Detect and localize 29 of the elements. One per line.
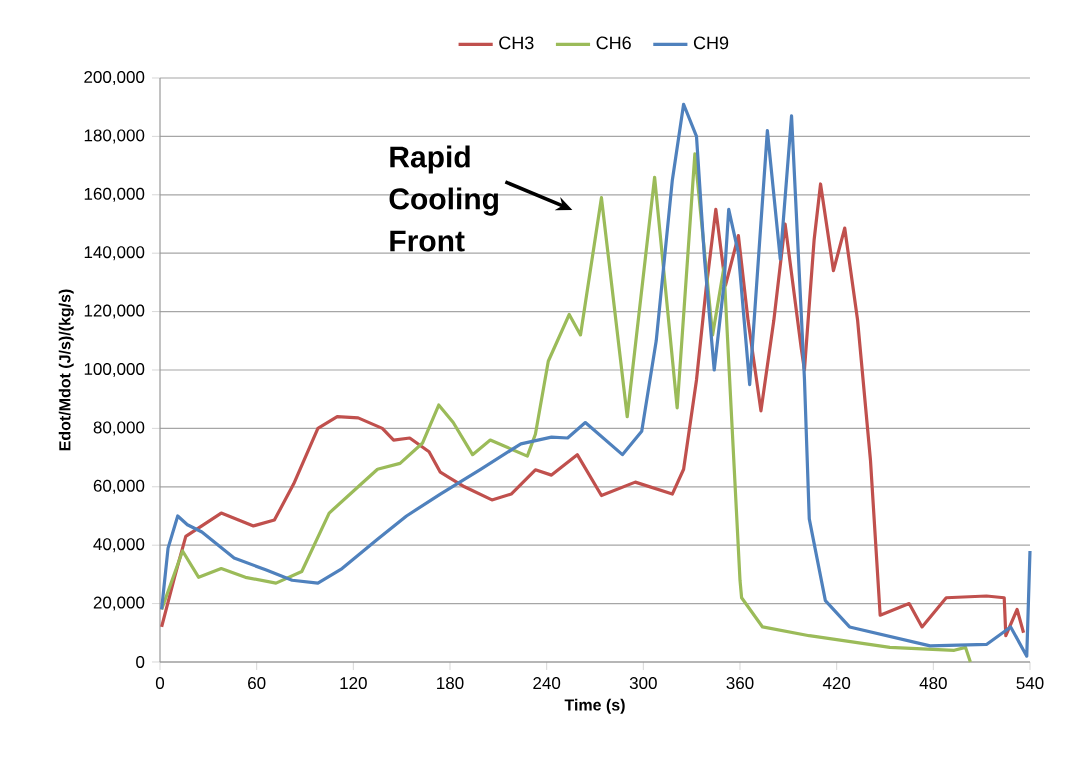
y-tick-label: 120,000	[84, 304, 145, 319]
y-tick-label: 200,000	[84, 70, 145, 85]
legend-label: CH9	[693, 36, 729, 50]
x-tick-label: 60	[248, 677, 266, 690]
legend-label: CH6	[596, 36, 631, 50]
x-tick-label: 300	[629, 677, 657, 690]
y-tick-label: 180,000	[84, 129, 145, 144]
x-tick-label: 240	[533, 677, 561, 690]
annotation: Rapid Cooling Front	[389, 145, 498, 252]
y-tick-label: 20,000	[93, 596, 145, 611]
x-tick-label: 360	[726, 677, 754, 690]
x-tick-label: 180	[437, 677, 464, 690]
x-axis-title: Time (s)	[564, 698, 625, 714]
legend-label: CH3	[499, 36, 534, 50]
y-tick-label: 80,000	[93, 421, 145, 436]
x-tick-label: 540	[1016, 677, 1044, 690]
x-tick-label: 420	[822, 677, 851, 690]
y-tick-label: 60,000	[93, 479, 145, 494]
x-tick-label: 480	[919, 677, 947, 690]
y-tick-label: 140,000	[84, 246, 145, 261]
y-axis-title: Edot/Mdot (J/s)/(kg/s)	[58, 289, 74, 451]
line-series	[160, 182, 1026, 638]
y-tick-label: 0	[136, 655, 145, 668]
y-tick-label: 160,000	[84, 187, 145, 202]
x-tick-label: 0	[155, 677, 165, 690]
y-tick-label: 40,000	[93, 538, 145, 553]
y-tick-label: 100,000	[84, 362, 145, 377]
line-series	[160, 102, 1032, 658]
x-tick-label: 120	[340, 677, 367, 690]
